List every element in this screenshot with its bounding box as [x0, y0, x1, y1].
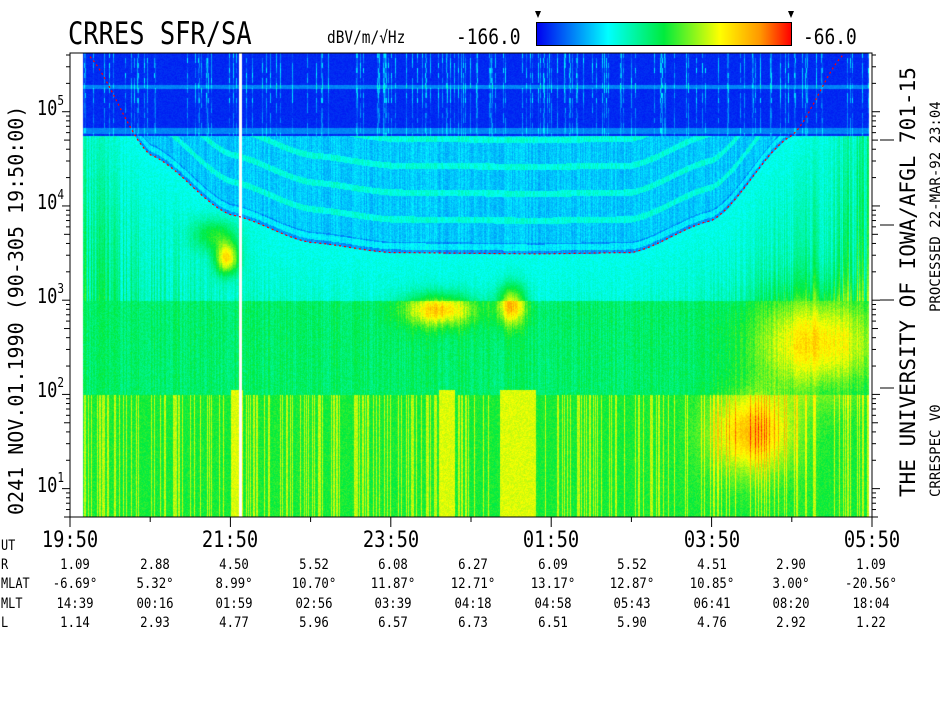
date-label: 0241 NOV.01.1990 (90-305 19:50:00): [4, 105, 28, 515]
ephemeris-cell: 6.57: [378, 615, 409, 631]
colorbar-max-label: -66.0: [803, 25, 857, 49]
x-tick-label: 23:50: [362, 528, 419, 553]
plot-frame: [69, 52, 873, 518]
ephemeris-cell: 8.99°: [215, 576, 253, 592]
ephemeris-cell: 4.76: [696, 615, 727, 631]
ephemeris-cell: 1.22: [856, 615, 886, 631]
ephemeris-cell: 06:41: [693, 596, 731, 612]
chart-title: CRRES SFR/SA: [68, 16, 252, 52]
ut-row-label: UT: [1, 538, 16, 554]
x-tick-label: 03:50: [683, 528, 740, 553]
ephemeris-cell: 2.93: [139, 615, 170, 631]
ephemeris-cell: 04:58: [534, 596, 572, 612]
ephemeris-cell: 6.51: [537, 615, 568, 631]
x-tick-label: 21:50: [202, 528, 259, 553]
ephemeris-cell: -6.69°: [52, 576, 98, 592]
x-tick-label: 05:50: [843, 528, 901, 553]
ephemeris-row-label: MLAT: [1, 576, 30, 592]
ephemeris-cell: 05:43: [613, 596, 651, 612]
ephemeris-cell: 04:18: [454, 596, 492, 612]
colorbar-max-marker-icon: [788, 11, 794, 18]
ephemeris-cell: 02:56: [295, 596, 333, 612]
ephemeris-cell: 00:16: [136, 596, 174, 612]
ephemeris-cell: 13.17°: [530, 576, 575, 592]
ephemeris-cell: 6.73: [458, 615, 488, 631]
ephemeris-cell: 08:20: [772, 596, 810, 612]
y-tick-base: 10: [36, 472, 58, 497]
institution-label: THE UNIVERSITY OF IOWA/AFGL 701-15: [896, 67, 920, 497]
x-tick-label: 01:50: [523, 528, 580, 553]
ephemeris-cell: 14:39: [56, 596, 94, 612]
y-tick-exponent: 1: [57, 470, 64, 486]
ephemeris-cell: 01:59: [215, 596, 253, 612]
colorbar: [536, 22, 792, 46]
y-tick-base: 10: [36, 284, 58, 309]
ephemeris-cell: 10.85°: [689, 576, 735, 592]
y-tick-exponent: 2: [57, 376, 64, 392]
ephemeris-cell: 1.09: [60, 557, 90, 573]
y-tick-base: 10: [36, 378, 58, 403]
ephemeris-row-label: MLT: [1, 596, 23, 612]
y-tick-base: 10: [36, 189, 58, 214]
ephemeris-cell: 4.77: [219, 615, 250, 631]
ephemeris-cell: 6.09: [537, 557, 568, 573]
x-tick-label: 19:50: [41, 528, 99, 553]
y-tick-exponent: 3: [57, 282, 64, 298]
ephemeris-cell: 3.00°: [772, 576, 810, 592]
ephemeris-cell: 03:39: [374, 596, 412, 612]
y-tick-exponent: 5: [57, 93, 64, 109]
ephemeris-cell: 1.14: [60, 615, 90, 631]
ephemeris-cell: 5.90: [617, 615, 648, 631]
ephemeris-cell: 5.32°: [136, 576, 174, 592]
ephemeris-cell: 12.71°: [450, 576, 496, 592]
processed-label: PROCESSED 22-MAR-92 23:04: [928, 101, 944, 312]
ephemeris-cell: 11.87°: [371, 576, 416, 592]
ephemeris-cell: 6.08: [378, 557, 409, 573]
version-label: CRRESPEC V0: [928, 404, 944, 497]
colorbar-min-label: -166.0: [456, 25, 521, 49]
y-tick-label: 105: [13, 94, 64, 120]
ephemeris-cell: 12.87°: [609, 576, 655, 592]
ephemeris-row-label: R: [1, 557, 9, 573]
ephemeris-cell: 4.51: [696, 557, 727, 573]
ephemeris-cell: -20.56°: [845, 576, 897, 592]
y-tick-label: 102: [13, 376, 64, 402]
ephemeris-cell: 10.70°: [291, 576, 337, 592]
ephemeris-cell: 5.96: [298, 615, 329, 631]
ephemeris-cell: 2.92: [776, 615, 807, 631]
y-tick-exponent: 4: [57, 187, 64, 203]
ephemeris-cell: 2.90: [776, 557, 807, 573]
y-tick-label: 103: [13, 282, 64, 308]
overlay-curve: [89, 53, 845, 255]
ephemeris-cell: 5.52: [298, 557, 329, 573]
ephemeris-cell: 18:04: [852, 596, 890, 612]
ephemeris-cell: 1.09: [856, 557, 886, 573]
y-tick-base: 10: [36, 95, 58, 120]
colorbar-units: dBV/m/√Hz: [327, 28, 406, 48]
ephemeris-cell: 5.52: [617, 557, 648, 573]
spectrogram-heatmap: [70, 53, 872, 517]
y-tick-label: 101: [13, 471, 64, 497]
ephemeris-row-label: L: [1, 615, 9, 631]
y-tick-label: 104: [13, 188, 64, 214]
ephemeris-cell: 4.50: [219, 557, 250, 573]
ephemeris-cell: 6.27: [458, 557, 488, 573]
ephemeris-cell: 2.88: [139, 557, 170, 573]
colorbar-min-marker-icon: [535, 11, 541, 18]
